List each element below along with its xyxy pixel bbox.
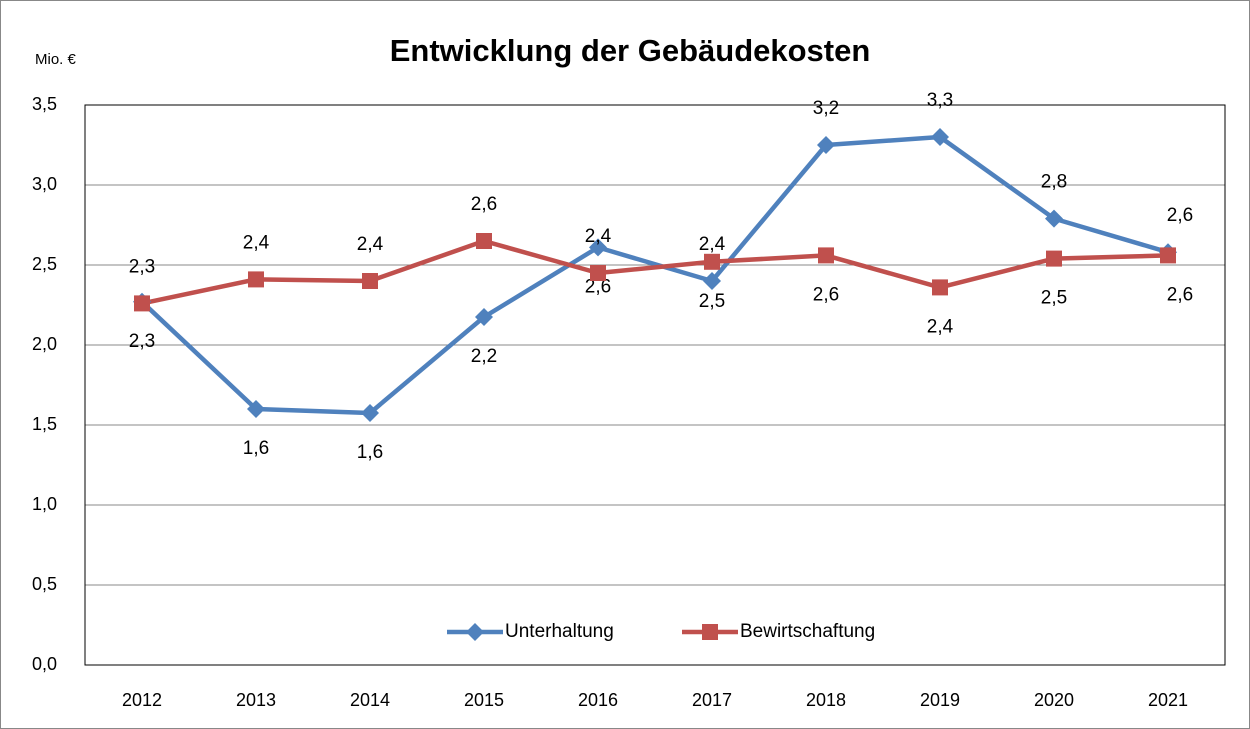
x-tick-label: 2013 [236, 690, 276, 710]
data-label: 2,4 [243, 232, 270, 253]
x-tick-label: 2016 [578, 690, 618, 710]
x-tick-label: 2021 [1148, 690, 1188, 710]
data-point [818, 247, 834, 264]
data-label: 1,6 [243, 438, 269, 459]
data-point [476, 233, 492, 249]
data-label: 2,6 [813, 284, 839, 305]
data-point [817, 136, 835, 154]
data-label: 2,3 [129, 331, 155, 352]
legend-marker [702, 624, 718, 640]
data-point [248, 271, 264, 288]
data-label: 2,4 [357, 234, 384, 255]
data-point [475, 308, 493, 326]
data-point [703, 272, 721, 290]
y-tick-label: 0,5 [32, 574, 57, 594]
series-line [141, 238, 1169, 306]
data-point [1046, 250, 1062, 267]
chart-title: Entwicklung der Gebäudekosten [390, 33, 871, 68]
x-tick-label: 2020 [1034, 690, 1074, 710]
data-point [361, 404, 379, 422]
data-label: 2,3 [129, 256, 155, 277]
data-label: 2,6 [471, 194, 497, 215]
plot-border [84, 104, 1226, 666]
x-tick-label: 2012 [122, 690, 162, 710]
data-label: 2,5 [699, 291, 725, 312]
data-point [134, 295, 150, 312]
y-tick-label: 3,5 [32, 94, 57, 114]
y-tick-label: 2,5 [32, 254, 57, 274]
data-point [589, 238, 607, 257]
data-label: 2,6 [1167, 205, 1193, 226]
data-label: 2,6 [1167, 284, 1193, 305]
data-point [590, 265, 606, 281]
data-point [932, 279, 948, 296]
data-label: 2,6 [585, 276, 611, 297]
data-label: 2,5 [1041, 288, 1067, 309]
y-tick-label: 2,0 [32, 334, 57, 354]
y-tick-label: 1,0 [32, 494, 57, 514]
x-tick-label: 2015 [464, 690, 504, 710]
x-tick-label: 2017 [692, 690, 732, 710]
data-point [931, 128, 949, 146]
data-label: 2,4 [585, 226, 612, 247]
data-label: 2,4 [927, 316, 954, 337]
x-tick-label: 2019 [920, 690, 960, 710]
data-label: 2,8 [1041, 172, 1067, 193]
y-axis-label: Mio. € [35, 51, 77, 68]
series-line [140, 134, 1169, 416]
data-point [362, 273, 378, 289]
data-label: 3,2 [813, 98, 839, 119]
data-point [1045, 209, 1063, 228]
data-point [1160, 247, 1176, 264]
x-tick-label: 2018 [806, 690, 846, 710]
data-label: 1,6 [357, 442, 383, 463]
y-tick-label: 0,0 [32, 654, 57, 674]
data-label: 3,3 [927, 90, 953, 111]
legend-marker [466, 623, 484, 641]
legend-label: Unterhaltung [505, 621, 614, 642]
data-point [704, 253, 720, 270]
legend-label: Bewirtschaftung [740, 621, 875, 642]
data-label: 2,4 [699, 234, 726, 255]
data-label: 2,2 [471, 346, 497, 367]
data-point [247, 400, 265, 418]
x-tick-label: 2014 [350, 690, 390, 710]
y-tick-label: 3,0 [32, 174, 57, 194]
y-tick-label: 1,5 [32, 414, 57, 434]
